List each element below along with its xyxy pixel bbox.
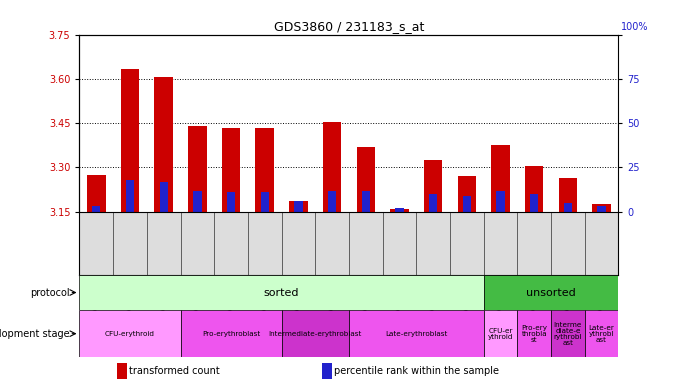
- Bar: [558, 178, 577, 212]
- Bar: [530, 194, 538, 212]
- Bar: [592, 204, 611, 212]
- Bar: [361, 190, 370, 212]
- Bar: [126, 180, 134, 212]
- Bar: [429, 194, 437, 212]
- Bar: [87, 175, 106, 212]
- Bar: [328, 190, 337, 212]
- Text: Late-erythroblast: Late-erythroblast: [385, 331, 448, 337]
- Text: Pro-ery
throbla
st: Pro-ery throbla st: [521, 325, 547, 343]
- Bar: [349, 310, 484, 358]
- Text: 100%: 100%: [621, 22, 649, 32]
- Bar: [117, 363, 127, 379]
- Bar: [256, 127, 274, 212]
- Bar: [491, 145, 510, 212]
- Bar: [463, 196, 471, 212]
- Text: protocol: protocol: [30, 288, 69, 298]
- Bar: [323, 122, 341, 212]
- Bar: [193, 190, 202, 212]
- Bar: [79, 310, 180, 358]
- Bar: [180, 310, 281, 358]
- Bar: [281, 310, 349, 358]
- Bar: [79, 275, 484, 310]
- Text: Intermediate-erythroblast: Intermediate-erythroblast: [269, 331, 362, 337]
- Bar: [154, 78, 173, 212]
- Bar: [585, 310, 618, 358]
- Bar: [188, 126, 207, 212]
- Bar: [92, 207, 100, 212]
- Text: Interme
diate-e
rythrobl
ast: Interme diate-e rythrobl ast: [553, 322, 582, 346]
- Text: Late-er
ythrobl
ast: Late-er ythrobl ast: [589, 325, 614, 343]
- Text: transformed count: transformed count: [129, 366, 220, 376]
- Bar: [424, 160, 442, 212]
- Bar: [357, 147, 375, 212]
- Bar: [160, 182, 168, 212]
- Bar: [222, 127, 240, 212]
- Bar: [496, 190, 504, 212]
- Bar: [484, 310, 518, 358]
- Bar: [121, 68, 140, 212]
- Text: unsorted: unsorted: [527, 288, 576, 298]
- Text: CFU-er
ythroid: CFU-er ythroid: [488, 328, 513, 340]
- Bar: [484, 275, 618, 310]
- Text: sorted: sorted: [264, 288, 299, 298]
- Bar: [518, 310, 551, 358]
- Text: development stage: development stage: [0, 329, 69, 339]
- Bar: [227, 192, 235, 212]
- Bar: [294, 201, 303, 212]
- Bar: [551, 310, 585, 358]
- Bar: [598, 207, 606, 212]
- Text: percentile rank within the sample: percentile rank within the sample: [334, 366, 499, 376]
- Text: CFU-erythroid: CFU-erythroid: [105, 331, 155, 337]
- Bar: [322, 363, 332, 379]
- Text: Pro-erythroblast: Pro-erythroblast: [202, 331, 261, 337]
- Bar: [289, 202, 307, 212]
- Title: GDS3860 / 231183_s_at: GDS3860 / 231183_s_at: [274, 20, 424, 33]
- Bar: [564, 203, 572, 212]
- Bar: [457, 176, 476, 212]
- Bar: [395, 208, 404, 212]
- Bar: [525, 166, 544, 212]
- Bar: [390, 209, 409, 212]
- Bar: [261, 192, 269, 212]
